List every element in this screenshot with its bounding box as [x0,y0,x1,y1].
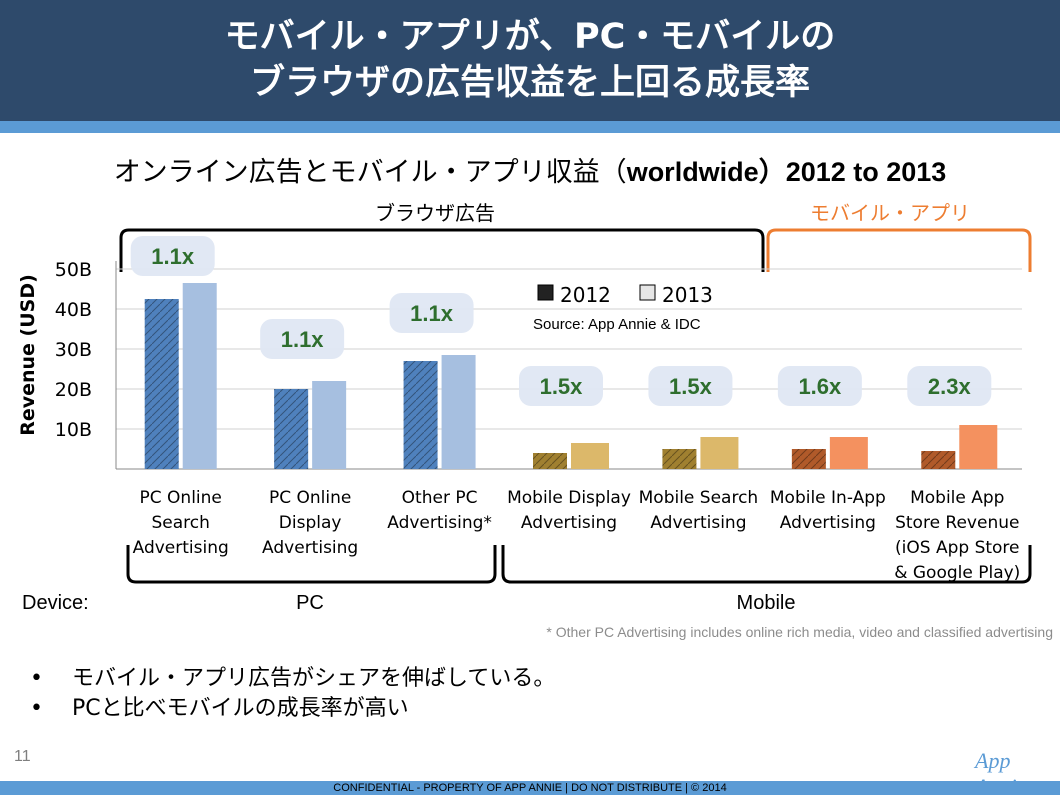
x-tick-label: Other PC [402,488,478,508]
y-tick-label: 40B [55,299,92,321]
revenue-chart: ブラウザ広告 モバイル・アプリ Revenue (USD) 10B 20B 30B 4… [17,201,1053,640]
bar-2012-hatch [921,451,956,469]
page-number: 11 [14,748,31,765]
x-tick-label: (iOS App Store [895,538,1019,558]
growth-bubble [777,366,862,406]
footnote: * Other PC Advertising includes online r… [546,624,1053,640]
growth-label: 1.5x [540,374,584,399]
y-tick-label: 50B [55,259,92,281]
growth-bubble [907,366,992,406]
bar-2013 [959,425,998,469]
subtitle-en: worldwide）2012 to 2013 [626,157,947,187]
growth-bubble [130,236,215,276]
chart-subtitle: オンライン広告とモバイル・アプリ収益（worldwide）2012 to 201… [0,150,1060,189]
growth-label: 1.1x [281,327,325,352]
legend-swatch-2013 [639,284,656,301]
y-tick-label: 20B [55,379,92,401]
x-tick-label: Advertising* [387,513,492,533]
x-tick-label: Advertising [133,538,229,558]
bar-2013 [571,443,609,469]
title-line-1: モバイル・アプリが、PC・モバイルの [224,17,836,57]
pc-label: PC [296,592,324,614]
device-label: Device: [22,592,89,614]
legend-label-2013: 2013 [662,283,713,307]
x-tick-label: PC Online [269,488,351,508]
y-axis-label: Revenue (USD) [17,274,39,436]
mobile-label: Mobile [737,592,796,614]
browser-ads-label: ブラウザ広告 [375,201,495,225]
growth-label: 2.3x [928,374,972,399]
bar-2012-hatch [274,389,309,469]
mobile-app-bracket [766,228,1032,272]
browser-ads-bracket [119,228,765,272]
x-tick-label: Store Revenue [895,513,1019,533]
x-tick-label: Advertising [780,513,876,533]
bar-2013 [182,283,217,469]
y-tick-label: 10B [55,419,92,441]
subtitle-jp: オンライン広告とモバイル・アプリ収益（ [113,157,627,188]
bar-2013 [700,437,739,469]
mobile-app-label: モバイル・アプリ [810,201,970,225]
bar-2013 [829,437,868,469]
bullet-text-2: PCと比べモバイルの成長率が高い [72,696,409,721]
x-tick-label: Mobile In-App [770,488,886,508]
legend-swatch-2012 [537,284,554,301]
x-tick-label: & Google Play) [894,563,1020,583]
footer-text: CONFIDENTIAL - PROPERTY OF APP ANNIE | D… [333,782,727,794]
growth-label: 1.1x [151,244,195,269]
y-tick-label: 30B [55,339,92,361]
x-tick-label: Mobile Display [507,488,631,508]
bar-2013 [441,355,476,469]
mobile-bracket [501,545,1032,584]
growth-label: 1.5x [669,374,713,399]
bar-2013 [312,381,347,469]
growth-bubble [519,366,603,406]
bullet-text-1: モバイル・アプリ広告がシェアを伸ばしている。 [72,666,556,691]
x-tick-label: Search [152,513,210,533]
header-band [0,0,1060,121]
bullet-item: • モバイル・アプリ広告がシェアを伸ばしている。 [30,664,555,694]
growth-bubble [389,293,474,333]
bullet-item: • PCと比べモバイルの成長率が高い [30,694,555,724]
growth-label: 1.1x [410,301,454,326]
x-tick-label: Mobile Search [639,488,759,508]
bar-2012-hatch [403,361,438,469]
legend: 2012 2013 Source: App Annie & IDC [533,283,713,333]
bar-2012-hatch [144,299,179,469]
slide-title: モバイル・アプリが、PC・モバイルの ブラウザの広告収益を上回る成長率 [0,14,1060,106]
x-tick-label: Advertising [262,538,358,558]
growth-bubble [260,319,345,359]
x-tick-label: Advertising [521,513,617,533]
footer-bar [0,781,1060,795]
bar-2012-hatch [791,449,826,469]
pc-bracket [126,545,497,584]
header-stripe [0,121,1060,133]
source-note: Source: App Annie & IDC [533,316,701,333]
x-tick-label: Mobile App [910,488,1004,508]
title-line-2: ブラウザの広告収益を上回る成長率 [249,63,810,103]
growth-bubble [648,366,733,406]
x-tick-label: PC Online [140,488,222,508]
growth-label: 1.6x [798,374,842,399]
legend-label-2012: 2012 [560,283,611,307]
bullet-list: • モバイル・アプリ広告がシェアを伸ばしている。 • PCと比べモバイルの成長率が高… [30,664,555,724]
bar-2012-hatch [533,453,567,469]
x-tick-label: Advertising [650,513,746,533]
bar-2012-hatch [662,449,697,469]
x-tick-label: Display [279,513,342,533]
